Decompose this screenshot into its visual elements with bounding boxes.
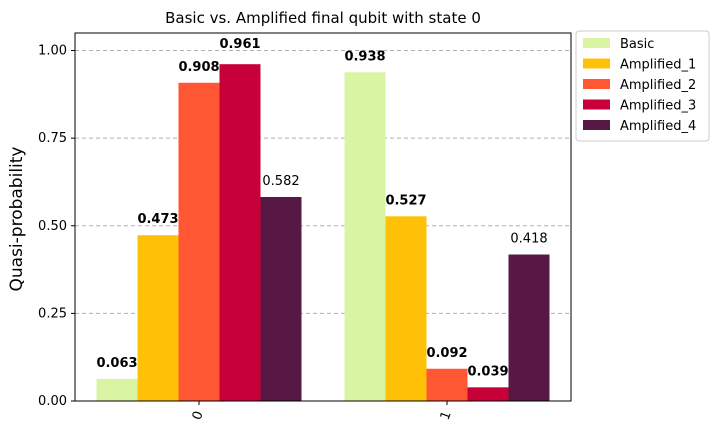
- legend: Basic Amplified_1 Amplified_2 Amplified_3 Am…: [575, 30, 710, 142]
- y-tick-label: 0.75: [38, 131, 67, 146]
- data-label: 0.063: [96, 356, 137, 371]
- legend-swatch: [583, 38, 610, 48]
- data-labels: 0.063 0.938 0.473 0.527 0.908 0.092 0.961 0.039…: [96, 37, 547, 379]
- gridlines: [75, 50, 571, 314]
- data-label: 0.582: [262, 174, 299, 189]
- y-tick-label: 0.50: [38, 219, 67, 234]
- legend-label: Basic: [620, 37, 654, 52]
- bar: [508, 254, 550, 401]
- bar: [137, 235, 179, 401]
- data-label: 0.039: [467, 364, 508, 379]
- bar: [385, 216, 427, 401]
- plot-frame: [74, 32, 572, 402]
- data-label: 0.908: [178, 60, 219, 75]
- chart-title: Basic vs. Amplified final qubit with sta…: [165, 9, 481, 27]
- data-label: 0.938: [344, 49, 385, 64]
- y-tick-label: 0.00: [38, 394, 67, 409]
- y-tick-label: 1.00: [38, 44, 67, 59]
- bar: [467, 387, 509, 401]
- y-tick-label: 0.25: [38, 306, 67, 321]
- legend-label: Amplified_1: [620, 58, 696, 73]
- bars: [96, 64, 550, 402]
- bar: [426, 368, 468, 401]
- legend-swatch: [583, 58, 610, 69]
- y-axis-ticks: 0.00 0.25 0.50 0.75 1.00: [38, 44, 75, 409]
- bar: [260, 197, 302, 401]
- legend-swatch: [583, 79, 610, 89]
- bar: [219, 64, 261, 401]
- x-tick-label: 1: [438, 409, 455, 422]
- data-label: 0.418: [510, 232, 547, 247]
- data-label: 0.961: [219, 37, 260, 52]
- legend-swatch: [583, 99, 610, 110]
- legend-swatch: [583, 120, 610, 130]
- data-label: 0.473: [137, 212, 178, 227]
- bar: [344, 72, 386, 402]
- y-axis-label: Quasi-probability: [7, 147, 27, 292]
- x-tick-label: 0: [190, 409, 207, 422]
- legend-label: Amplified_3: [620, 99, 696, 114]
- bar: [96, 378, 138, 401]
- legend-label: Amplified_2: [620, 78, 696, 93]
- data-label: 0.527: [385, 193, 426, 208]
- bar: [178, 82, 220, 402]
- legend-label: Amplified_4: [620, 119, 696, 134]
- data-label: 0.092: [426, 346, 467, 361]
